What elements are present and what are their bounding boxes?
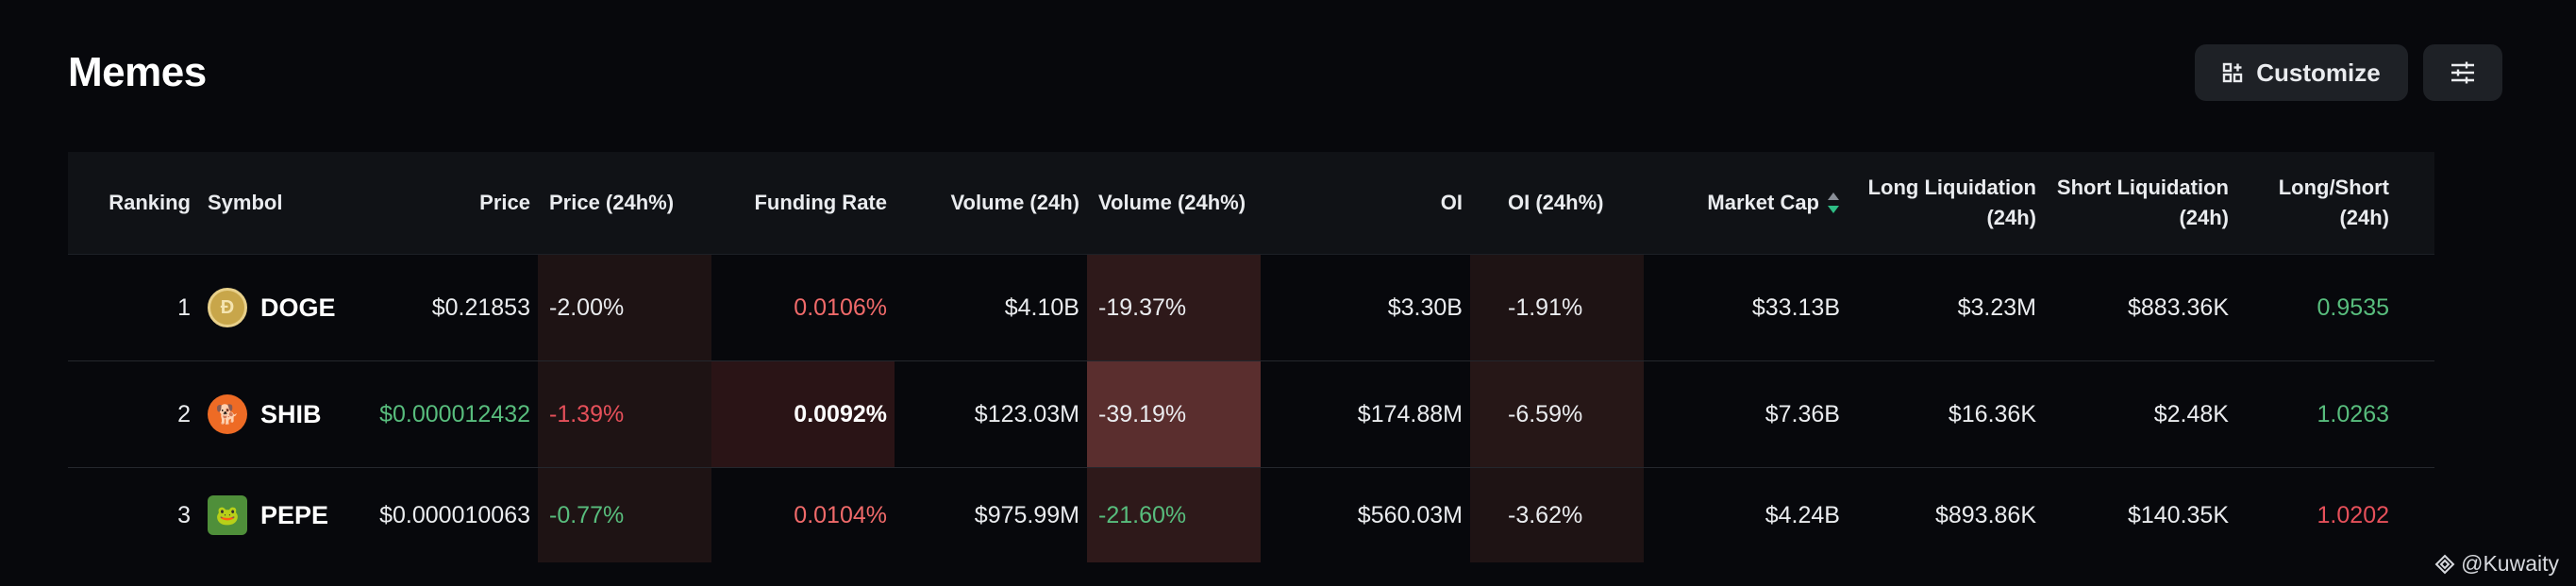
- header-long-short[interactable]: Long/Short (24h): [2278, 176, 2389, 229]
- customize-grid-icon: [2222, 62, 2243, 83]
- market-cap-cell: $7.36B: [1765, 400, 1840, 427]
- funding-rate-cell: 0.0092%: [711, 361, 895, 467]
- customize-button[interactable]: Customize: [2195, 44, 2408, 101]
- long-liquidation-cell: $3.23M: [1957, 293, 2036, 321]
- doge-coin-icon: Ð: [208, 288, 247, 327]
- watermark: @Kuwaity: [2434, 551, 2559, 577]
- market-cap-cell: $33.13B: [1751, 293, 1840, 321]
- oi-change-cell: -6.59%: [1470, 361, 1644, 467]
- rank-cell: 2: [177, 400, 191, 427]
- watermark-text: @Kuwaity: [2461, 551, 2559, 576]
- memes-table: Ranking Symbol Price Price (24h%) Fundin…: [68, 152, 2434, 562]
- table-row[interactable]: 3 🐸 PEPE $0.000010063 -0.77% 0.0104% $97…: [68, 468, 2434, 562]
- header-price-change[interactable]: Price (24h%): [549, 191, 675, 215]
- short-liquidation-cell: $140.35K: [2127, 501, 2229, 528]
- volume-change-cell: -21.60%: [1087, 468, 1261, 562]
- header-actions: Customize: [2195, 44, 2502, 101]
- volume-cell: $4.10B: [1004, 293, 1079, 321]
- header-price[interactable]: Price: [479, 191, 530, 215]
- symbol-label: DOGE: [260, 293, 336, 322]
- long-short-cell: 1.0202: [2317, 501, 2389, 528]
- oi-cell: $174.88M: [1357, 400, 1463, 427]
- short-liquidation-cell: $883.36K: [2127, 293, 2229, 321]
- price-cell: $0.000010063: [379, 501, 530, 528]
- header-oi-change[interactable]: OI (24h%): [1508, 191, 1604, 215]
- table-row[interactable]: 2 🐕 SHIB $0.000012432 -1.39% 0.0092% $12…: [68, 361, 2434, 468]
- price-change-cell: -2.00%: [538, 255, 711, 360]
- market-cap-cell: $4.24B: [1765, 501, 1840, 528]
- header-ranking[interactable]: Ranking: [109, 191, 191, 215]
- page-header: Memes Customize: [68, 38, 2502, 108]
- header-long-liquidation[interactable]: Long Liquidation (24h): [1867, 176, 2036, 229]
- volume-cell: $975.99M: [974, 501, 1079, 528]
- price-change-cell: -0.77%: [538, 468, 711, 562]
- filter-settings-button[interactable]: [2423, 44, 2502, 101]
- header-short-liquidation[interactable]: Short Liquidation (24h): [2056, 176, 2229, 229]
- sort-icon: [1827, 192, 1840, 214]
- price-cell: $0.21853: [431, 293, 530, 321]
- oi-change-cell: -3.62%: [1470, 468, 1644, 562]
- long-short-cell: 0.9535: [2317, 293, 2389, 321]
- header-funding-rate[interactable]: Funding Rate: [754, 191, 887, 215]
- funding-rate-cell: 0.0106%: [794, 293, 887, 321]
- long-liquidation-cell: $16.36K: [1948, 400, 2036, 427]
- price-change-cell: -1.39%: [538, 361, 711, 467]
- symbol-cell[interactable]: 🐸 PEPE: [200, 468, 387, 562]
- long-short-cell: 1.0263: [2317, 400, 2389, 427]
- pepe-coin-icon: 🐸: [208, 495, 247, 535]
- header-symbol[interactable]: Symbol: [208, 191, 283, 215]
- rank-cell: 1: [177, 293, 191, 321]
- oi-cell: $3.30B: [1387, 293, 1463, 321]
- volume-change-cell: -19.37%: [1087, 255, 1261, 360]
- header-market-cap[interactable]: Market Cap: [1644, 152, 1844, 254]
- header-volume[interactable]: Volume (24h): [950, 191, 1079, 215]
- customize-button-label: Customize: [2256, 58, 2381, 87]
- oi-change-cell: -1.91%: [1470, 255, 1644, 360]
- table-header-row: Ranking Symbol Price Price (24h%) Fundin…: [68, 152, 2434, 255]
- table-row[interactable]: 1 Ð DOGE $0.21853 -2.00% 0.0106% $4.10B …: [68, 255, 2434, 361]
- oi-cell: $560.03M: [1357, 501, 1463, 528]
- symbol-label: SHIB: [260, 399, 322, 428]
- header-market-cap-label: Market Cap: [1707, 191, 1819, 215]
- header-oi[interactable]: OI: [1440, 191, 1463, 215]
- page-title: Memes: [68, 49, 207, 95]
- symbol-cell[interactable]: Ð DOGE: [200, 255, 387, 360]
- short-liquidation-cell: $2.48K: [2153, 400, 2229, 427]
- shib-coin-icon: 🐕: [208, 394, 247, 434]
- symbol-cell[interactable]: 🐕 SHIB: [200, 361, 387, 467]
- funding-rate-cell: 0.0104%: [794, 501, 887, 528]
- long-liquidation-cell: $893.86K: [1934, 501, 2036, 528]
- header-volume-change[interactable]: Volume (24h%): [1098, 191, 1246, 215]
- volume-change-cell: -39.19%: [1087, 361, 1261, 467]
- binance-logo-icon: [2434, 554, 2455, 575]
- rank-cell: 3: [177, 501, 191, 528]
- sliders-icon: [2450, 61, 2476, 84]
- symbol-label: PEPE: [260, 500, 329, 529]
- volume-cell: $123.03M: [974, 400, 1079, 427]
- price-cell: $0.000012432: [379, 400, 530, 427]
